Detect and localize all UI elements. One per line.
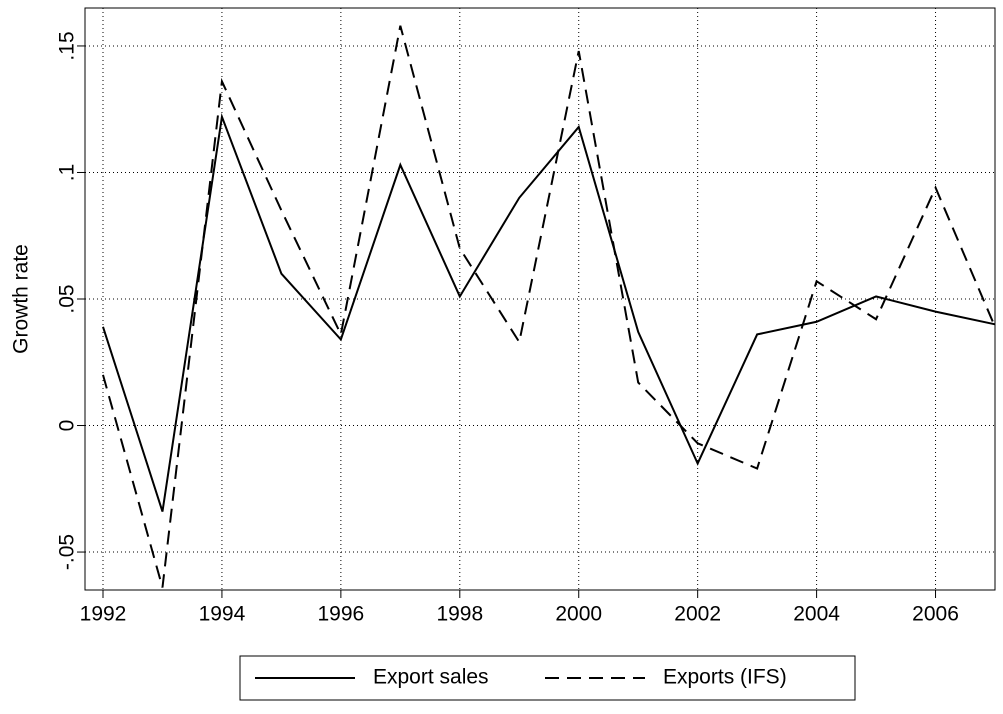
- x-tick-label: 1994: [199, 603, 246, 626]
- y-tick-label: .15: [56, 31, 79, 60]
- x-tick-label: 2002: [674, 603, 721, 626]
- x-tick-label: 1998: [436, 603, 483, 626]
- y-tick-label: .1: [56, 164, 79, 182]
- legend-label: Export sales: [373, 666, 489, 689]
- x-tick-label: 2006: [912, 603, 959, 626]
- x-tick-label: 2004: [793, 603, 840, 626]
- x-tick-label: 2000: [555, 603, 602, 626]
- x-tick-label: 1996: [318, 603, 365, 626]
- x-tick-label: 1992: [80, 603, 127, 626]
- y-tick-label: .05: [56, 284, 79, 313]
- y-axis-label: Growth rate: [10, 244, 33, 354]
- legend-label: Exports (IFS): [663, 666, 787, 689]
- series-line: [102, 112, 996, 512]
- y-tick-label: 0: [56, 420, 79, 432]
- series-line: [102, 25, 996, 588]
- y-tick-label: -.05: [56, 534, 79, 570]
